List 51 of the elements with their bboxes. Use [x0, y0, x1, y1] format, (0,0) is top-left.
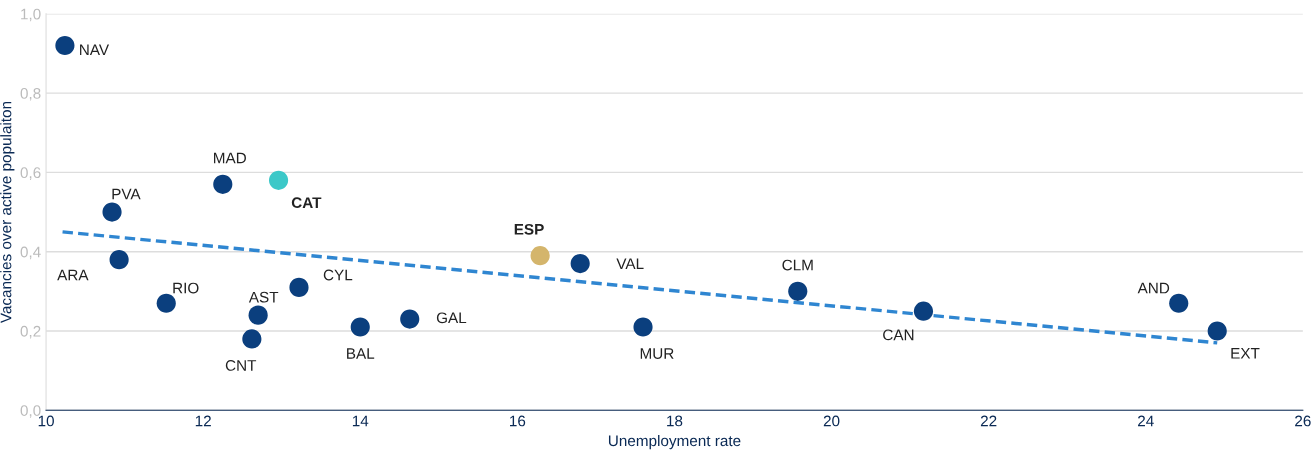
series-label: CNT — [225, 359, 257, 371]
series-label: AND — [1137, 282, 1170, 294]
x-tick-label: 24 — [1138, 415, 1154, 427]
point — [156, 293, 176, 313]
series-label: NAV — [80, 44, 110, 56]
point — [1207, 321, 1227, 341]
point — [102, 202, 122, 222]
point — [570, 254, 590, 274]
point — [350, 317, 370, 337]
point — [633, 317, 653, 337]
series-label: RIO — [173, 282, 199, 294]
y-axis-title: Vacancies over active populaiton — [0, 101, 15, 324]
series-label: BAL — [347, 348, 375, 359]
series-label: CYL — [323, 269, 353, 281]
series-label: CAN — [883, 329, 914, 341]
y-tick-label: 0,2 — [20, 325, 41, 339]
series-label: CLM — [782, 259, 813, 271]
x-tick-label: 18 — [667, 415, 683, 427]
point — [242, 329, 262, 349]
series-label: VAL — [616, 258, 644, 269]
x-tick-label: 26 — [1295, 415, 1311, 427]
series-label: CAT — [291, 197, 322, 209]
series-label: AST — [248, 291, 279, 303]
series-label: ARA — [57, 269, 89, 281]
x-tick-label: 16 — [510, 415, 526, 427]
x-axis-title: Unemployment rate — [608, 434, 741, 450]
point — [109, 250, 129, 270]
point — [400, 309, 420, 329]
y-tick-label: 0,6 — [20, 167, 41, 180]
series-label: MUR — [640, 348, 674, 359]
point — [248, 305, 268, 325]
point — [530, 246, 550, 266]
x-tick-label: 22 — [980, 415, 997, 427]
x-tick-label: 14 — [352, 415, 369, 427]
point — [213, 174, 233, 194]
x-tick-label: 20 — [823, 415, 840, 427]
y-tick-label: 0,8 — [20, 87, 41, 101]
point — [913, 301, 934, 321]
point — [289, 277, 309, 297]
point — [1169, 293, 1189, 313]
series-label: EXT — [1231, 348, 1260, 359]
series-label: ESP — [514, 223, 544, 235]
series-label: PVA — [112, 188, 141, 200]
series-label: GAL — [436, 312, 467, 324]
y-tick-label: 1,0 — [21, 8, 41, 22]
point — [788, 281, 808, 301]
point — [268, 170, 289, 190]
series-label: MAD — [214, 152, 246, 164]
y-tick-label: 0,4 — [20, 246, 41, 260]
point — [55, 35, 75, 56]
x-tick-label: 12 — [195, 415, 211, 427]
